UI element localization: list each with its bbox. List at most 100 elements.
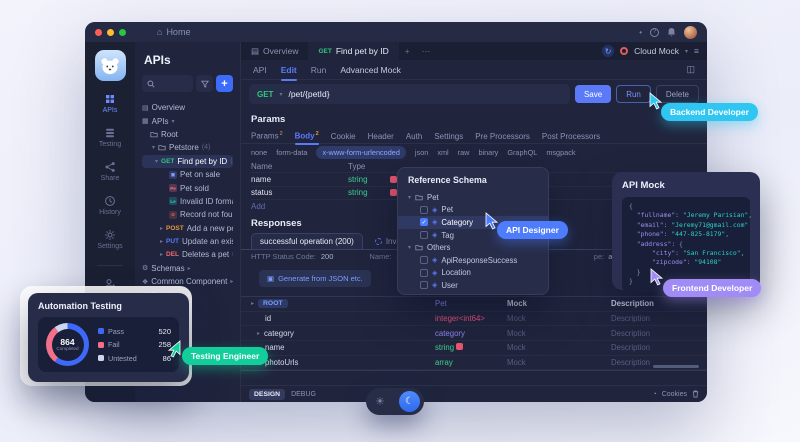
checkbox[interactable]: [420, 256, 428, 265]
schema-root-type[interactable]: Pet: [435, 299, 447, 309]
description-placeholder[interactable]: Description: [611, 314, 650, 324]
body-type-binary[interactable]: binary: [478, 148, 499, 157]
user-avatar[interactable]: [684, 25, 697, 39]
tree-item-put[interactable]: ▸ PUT Update an existing pet (9): [142, 235, 233, 248]
menu-icon[interactable]: ≡: [694, 46, 699, 56]
run-button[interactable]: Run: [616, 85, 651, 103]
tree-item-case[interactable]: Le Invalid ID format: [142, 195, 233, 208]
tab-overview[interactable]: ▤ Overview: [241, 42, 308, 60]
sidebar-item-apis[interactable]: APIs: [103, 93, 117, 114]
tree-item-root[interactable]: Root: [142, 128, 233, 141]
subnav-advanced-mock[interactable]: Advanced Mock: [340, 64, 401, 75]
generate-from-json-button[interactable]: ▣ Generate from JSON etc.: [259, 270, 371, 287]
tab-post-processors[interactable]: Post Processors: [541, 131, 601, 141]
root-badge[interactable]: ROOT: [258, 299, 288, 309]
description-placeholder[interactable]: Description: [611, 328, 650, 338]
app-logo[interactable]: [94, 50, 126, 81]
param-name[interactable]: name: [251, 174, 272, 184]
tab-auth[interactable]: Auth: [405, 131, 423, 141]
schema-option[interactable]: ◈ Location: [398, 267, 548, 280]
subnav-api[interactable]: API: [253, 64, 267, 75]
help-icon[interactable]: ?: [650, 27, 659, 37]
home-tab[interactable]: ⌂ Home: [157, 27, 190, 37]
subnav-edit[interactable]: Edit: [280, 64, 297, 81]
body-type-none[interactable]: none: [251, 148, 268, 157]
mock-placeholder[interactable]: Mock: [507, 314, 526, 324]
body-type-json[interactable]: json: [414, 148, 429, 157]
tree-item-common-component[interactable]: ❖ Common Component ▸: [142, 275, 233, 288]
sidebar-item-share[interactable]: Share: [101, 161, 119, 182]
debug-mode-toggle[interactable]: DEBUG: [291, 390, 316, 398]
new-tab-button[interactable]: +: [404, 46, 410, 56]
param-type[interactable]: string: [348, 174, 368, 184]
trash-icon[interactable]: [692, 390, 699, 398]
checkbox[interactable]: [420, 231, 428, 240]
field-type[interactable]: integer<int64>: [435, 314, 485, 324]
tree-item-overview[interactable]: ▤ Overview: [142, 101, 233, 114]
field-name[interactable]: category: [264, 328, 294, 338]
tab-cookie[interactable]: Cookie: [330, 131, 356, 141]
field-type[interactable]: string: [435, 343, 455, 353]
response-tab-success[interactable]: successful operation (200): [251, 233, 363, 249]
tab-pre-processors[interactable]: Pre Processors: [475, 131, 530, 141]
field-name[interactable]: id: [265, 314, 272, 324]
close-button[interactable]: [95, 28, 102, 36]
cloud-mock-selector[interactable]: Cloud Mock: [634, 46, 680, 56]
mock-placeholder[interactable]: Mock: [507, 328, 526, 338]
search-input[interactable]: [142, 75, 193, 92]
mock-placeholder[interactable]: Mock: [507, 358, 526, 368]
body-type-raw[interactable]: raw: [457, 148, 470, 157]
filter-button[interactable]: [196, 75, 213, 92]
tree-item-apis[interactable]: ▦ APIs ▾: [142, 114, 233, 127]
subnav-run[interactable]: Run: [310, 64, 327, 75]
tree-item-case[interactable]: Pe Pet sold: [142, 181, 233, 194]
field-name[interactable]: name: [265, 343, 285, 353]
schema-row[interactable]: name string Mock Description: [241, 341, 707, 356]
sidebar-item-history[interactable]: History: [99, 195, 121, 216]
checkbox-checked[interactable]: ✓: [420, 218, 428, 227]
param-name[interactable]: status: [251, 188, 273, 198]
schema-option[interactable]: ◈ ApiResponseSuccess: [398, 254, 548, 267]
checkbox[interactable]: [420, 281, 428, 290]
body-type-form-data[interactable]: form-data: [276, 148, 308, 157]
tree-item-case[interactable]: ▣ Pet on sale: [142, 168, 233, 181]
url-input[interactable]: GET ▾ /pet/{petId}: [249, 84, 570, 104]
tab-settings[interactable]: Settings: [434, 131, 464, 141]
field-type[interactable]: array: [435, 358, 453, 368]
maximize-button[interactable]: [119, 28, 126, 36]
horizontal-scrollbar[interactable]: [653, 365, 699, 369]
field-name[interactable]: photoUrls: [265, 358, 299, 368]
cookies-button[interactable]: Cookies: [661, 390, 687, 398]
schema-option[interactable]: ◈ Tag: [398, 229, 548, 242]
sidebar-item-settings[interactable]: Settings: [97, 229, 123, 250]
request-path[interactable]: /pet/{petId}: [288, 89, 330, 99]
status-dot-icon[interactable]: •: [639, 27, 642, 37]
schema-group[interactable]: ▾ Others: [398, 241, 548, 254]
save-button[interactable]: Save: [574, 85, 612, 103]
sidebar-item-testing[interactable]: Testing: [99, 127, 121, 148]
param-type[interactable]: string: [348, 188, 368, 198]
delete-button[interactable]: Delete: [655, 85, 699, 103]
body-type-graphql[interactable]: GraphQL: [507, 148, 538, 157]
checkbox[interactable]: [420, 268, 428, 277]
description-placeholder[interactable]: Description: [611, 343, 650, 353]
tree-item-delete[interactable]: ▸ DEL Deletes a pet (3): [142, 248, 233, 261]
chevron-right-icon[interactable]: ▸: [257, 330, 261, 337]
tree-item-find-pet[interactable]: ▾ GET Find pet by ID (4): [142, 154, 233, 168]
description-placeholder[interactable]: Description: [611, 358, 650, 368]
schema-option[interactable]: ◈ Pet: [398, 204, 548, 217]
body-type-urlencoded[interactable]: x-www-form-urlencoded: [316, 146, 406, 159]
tab-params[interactable]: Params2: [251, 131, 283, 141]
schema-row[interactable]: ▸ category category Mock Description: [241, 326, 707, 342]
schema-row[interactable]: id integer<int64> Mock Description: [241, 312, 707, 327]
tree-item-petstore[interactable]: ▾ Petstore (4): [142, 141, 233, 154]
method-select[interactable]: GET: [257, 89, 274, 99]
new-api-button[interactable]: +: [216, 75, 233, 92]
minimize-button[interactable]: [107, 28, 114, 36]
design-mode-toggle[interactable]: DESIGN: [249, 388, 286, 400]
schema-row[interactable]: photoUrls array Mock Description: [241, 356, 707, 371]
more-tabs-button[interactable]: ⋯: [421, 45, 431, 56]
add-param-link[interactable]: Add: [251, 202, 266, 211]
field-type[interactable]: category: [435, 328, 465, 338]
tree-item-schemas[interactable]: ⚙ Schemas ▸: [142, 262, 233, 275]
